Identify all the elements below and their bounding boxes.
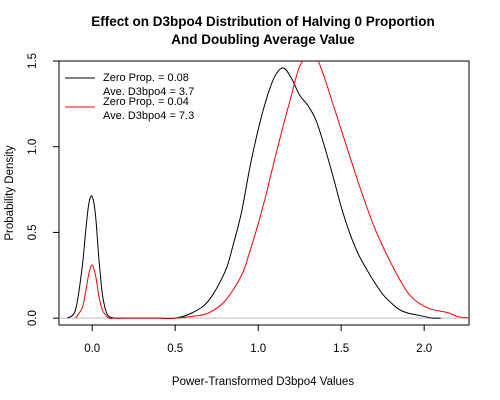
x-tick-label: 0.0 — [84, 343, 100, 355]
x-tick-label: 2.0 — [416, 343, 432, 355]
x-tick-label: 1.0 — [250, 343, 266, 355]
y-tick-label: 1.5 — [27, 53, 39, 69]
y-tick-label: 1.0 — [27, 139, 39, 155]
legend-label-red-line1: Zero Prop. = 0.04 — [103, 96, 189, 108]
legend-label-black-line2: Ave. D3bpo4 = 3.7 — [103, 86, 194, 98]
legend-label-red-line2: Ave. D3bpo4 = 7.3 — [103, 110, 194, 122]
y-axis-label: Probability Density — [4, 145, 16, 240]
x-axis-label: Power-Transformed D3bpo4 Values — [172, 376, 354, 388]
y-tick-label: 0.5 — [27, 224, 39, 240]
legend: Zero Prop. = 0.08 Ave. D3bpo4 = 3.7 Zero… — [65, 72, 194, 122]
legend-label-black-line1: Zero Prop. = 0.08 — [103, 72, 189, 84]
x-tick-label: 1.5 — [333, 343, 349, 355]
chart-title-line1: Effect on D3bpo4 Distribution of Halving… — [91, 14, 435, 29]
x-axis: 0.0 0.5 1.0 1.5 2.0 — [84, 325, 432, 355]
plot-frame — [58, 60, 470, 326]
plot-area — [59, 61, 469, 320]
y-tick-label: 0.0 — [27, 310, 39, 326]
chart-title-line2: And Doubling Average Value — [171, 32, 355, 47]
x-tick-label: 0.5 — [167, 343, 183, 355]
density-curve-red — [75, 61, 469, 319]
y-axis: 0.0 0.5 1.0 1.5 — [27, 53, 59, 326]
density-curve-black — [66, 67, 441, 320]
